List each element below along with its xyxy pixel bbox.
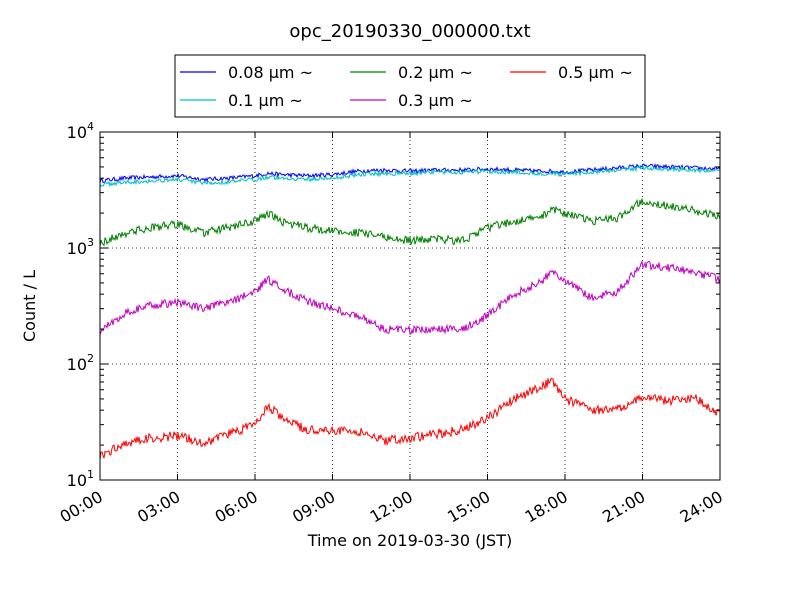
series-line	[99, 377, 721, 460]
x-tick-label: 18:00	[522, 487, 571, 527]
legend-box	[174, 54, 646, 118]
x-tick-label: 03:00	[134, 487, 183, 527]
y-tick-label: 102	[67, 352, 94, 374]
x-tick-label: 00:00	[57, 487, 106, 527]
y-axis-label: Count / L	[20, 270, 39, 342]
y-tick-label-base: 10	[67, 239, 87, 258]
y-tick-label-base: 10	[67, 123, 87, 142]
legend-label: 0.5 μm ~	[558, 63, 633, 82]
x-tick-label: 24:00	[677, 487, 726, 527]
series-line	[99, 260, 721, 335]
y-tick-label: 101	[67, 468, 94, 490]
x-tick-label: 12:00	[367, 487, 416, 527]
ticks	[99, 131, 721, 481]
x-axis-label: Time on 2019-03-30 (JST)	[307, 531, 512, 550]
legend-label: 0.2 μm ~	[398, 63, 473, 82]
chart-title: opc_20190330_000000.txt	[289, 21, 530, 42]
x-tick-label: 21:00	[599, 487, 648, 527]
legend-label: 0.1 μm ~	[228, 91, 303, 110]
y-tick-label-exponent: 2	[87, 352, 94, 365]
legend-label: 0.08 μm ~	[228, 63, 313, 82]
y-tick-label-base: 10	[67, 355, 87, 374]
y-tick-label-base: 10	[67, 471, 87, 490]
y-tick-label-exponent: 3	[87, 236, 94, 249]
y-tick-label-exponent: 1	[87, 468, 94, 481]
grid	[100, 132, 720, 480]
x-tick-label: 15:00	[444, 487, 493, 527]
series-line	[99, 164, 721, 188]
y-tick-label-exponent: 4	[87, 120, 94, 133]
y-tick-label: 103	[67, 236, 94, 258]
y-tick-label: 104	[67, 120, 94, 142]
series-group	[99, 162, 721, 460]
series-line	[99, 162, 721, 183]
x-tick-label: 09:00	[289, 487, 338, 527]
chart-title-group: opc_20190330_000000.txt	[289, 21, 530, 42]
legend-label: 0.3 μm ~	[398, 91, 473, 110]
series-line	[99, 198, 721, 247]
legend: 0.08 μm ~ 0.1 μm ~ 0.2 μm ~ 0.3 μm ~ 0.5 μm …	[174, 54, 646, 118]
x-tick-labels: 00:00 03:00 06:00 09:00 12:00 15:00 18:00 21:00…	[57, 487, 726, 527]
x-tick-label: 06:00	[212, 487, 261, 527]
